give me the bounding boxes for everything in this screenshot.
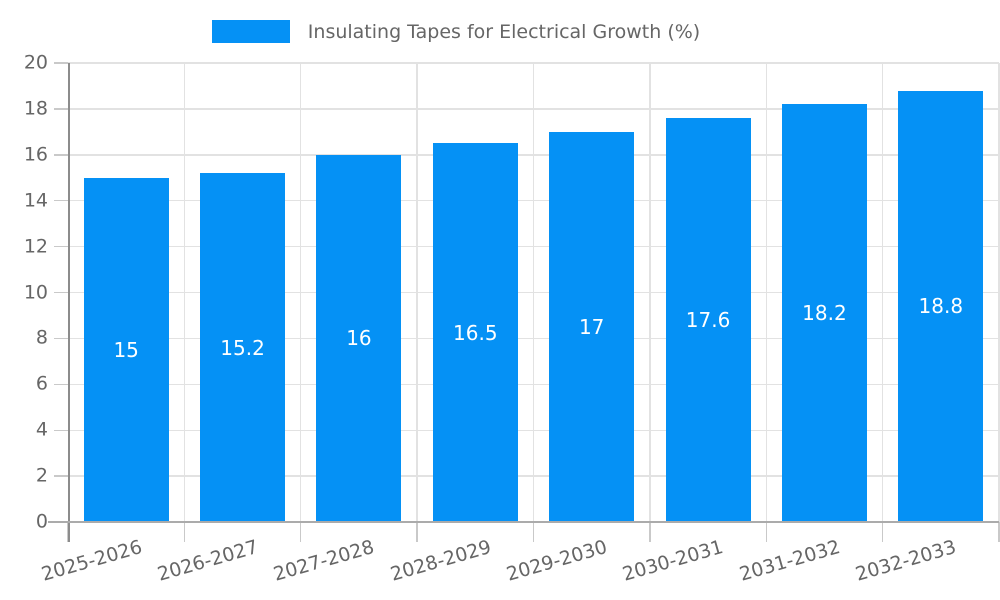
bar-value-label: 15.2: [220, 335, 265, 360]
bar: 17: [549, 131, 635, 522]
y-axis-line: [68, 63, 70, 542]
y-axis-tick: [54, 154, 68, 156]
y-tick-label: 0: [35, 510, 48, 533]
y-axis-tick: [54, 245, 68, 248]
x-axis-tick: [416, 522, 418, 542]
bar: 16: [316, 154, 402, 522]
x-axis-tick: [998, 522, 1000, 542]
x-axis-line: [48, 521, 999, 523]
y-tick-label: 6: [35, 372, 48, 395]
y-axis-tick: [54, 429, 68, 431]
y-tick-label: 4: [35, 418, 48, 441]
bar-slot: 18.8: [883, 63, 999, 522]
y-tick-label: 14: [23, 189, 48, 212]
y-axis-tick: [54, 200, 68, 202]
y-axis-tick: [54, 475, 68, 477]
y-tick-label: 10: [23, 281, 48, 303]
v-gridline: [300, 63, 302, 522]
v-gridline: [183, 63, 186, 522]
y-tick-label: 18: [23, 97, 48, 120]
x-tick-label: 2028-2029: [387, 536, 494, 586]
y-tick-label: 8: [35, 326, 48, 349]
bar-value-label: 18.8: [918, 294, 964, 319]
y-axis-tick: [54, 62, 68, 64]
x-axis-tick: [881, 522, 884, 542]
bar-slot: 16: [301, 63, 417, 522]
v-gridline: [998, 63, 1000, 522]
bar-slot: 16.5: [417, 63, 533, 522]
legend-label: Insulating Tapes for Electrical Growth (…: [307, 20, 701, 43]
bar-value-label: 17.6: [685, 308, 731, 333]
bar-value-label: 15: [113, 337, 139, 362]
bar-value-label: 16: [346, 326, 372, 351]
x-tick-label: 2031-2032: [736, 536, 843, 586]
bar-value-label: 16.5: [453, 320, 498, 345]
plot-area: 0 2 4 6 8 10 12 14 16 18 20 15 15.2 16 16.5 17 17.6 18.2 1…: [24, 53, 1000, 586]
bar-value-label: 17: [578, 314, 605, 339]
bar-slot: 15: [68, 63, 184, 522]
bar-slot: 17: [534, 63, 650, 522]
x-tick-label: 2032-2033: [853, 536, 959, 586]
bar: 15: [83, 177, 169, 522]
bar: 17.6: [665, 118, 751, 522]
bar: 15.2: [200, 173, 286, 522]
y-axis-tick: [54, 291, 68, 294]
bar: 16.5: [432, 143, 518, 522]
x-tick-label: 2029-2030: [504, 536, 610, 586]
x-axis-tick: [649, 522, 651, 542]
x-tick-label: 2027-2028: [271, 536, 378, 586]
x-tick-label: 2030-2031: [620, 536, 727, 586]
y-axis-tick: [54, 108, 68, 110]
bar-slot: 17.6: [650, 63, 766, 522]
bar-slot: 18.2: [766, 63, 882, 522]
y-tick-label: 2: [35, 464, 48, 487]
x-tick-label: 2025-2026: [38, 536, 145, 586]
v-gridline: [416, 63, 418, 522]
v-gridline: [532, 63, 535, 522]
x-axis-tick: [300, 522, 302, 542]
legend: Insulating Tapes for Electrical Growth (…: [0, 20, 956, 43]
bar: 18.8: [898, 90, 984, 522]
y-tick-label: 16: [23, 143, 48, 166]
x-axis-tick: [765, 522, 767, 542]
y-tick-label: 12: [23, 235, 48, 258]
y-axis-tick: [54, 337, 68, 340]
y-axis-tick: [54, 383, 68, 385]
v-gridline: [649, 63, 651, 522]
y-tick-label: 20: [23, 51, 48, 74]
bar-slot: 15.2: [184, 63, 300, 522]
x-axis-tick: [183, 522, 186, 542]
x-axis-tick: [532, 522, 535, 542]
legend-swatch: [211, 20, 290, 43]
v-gridline: [765, 63, 767, 522]
v-gridline: [881, 63, 884, 522]
x-tick-label: 2026-2027: [154, 536, 261, 586]
bar-value-label: 18.2: [802, 301, 847, 326]
bar: 18.2: [781, 104, 867, 522]
